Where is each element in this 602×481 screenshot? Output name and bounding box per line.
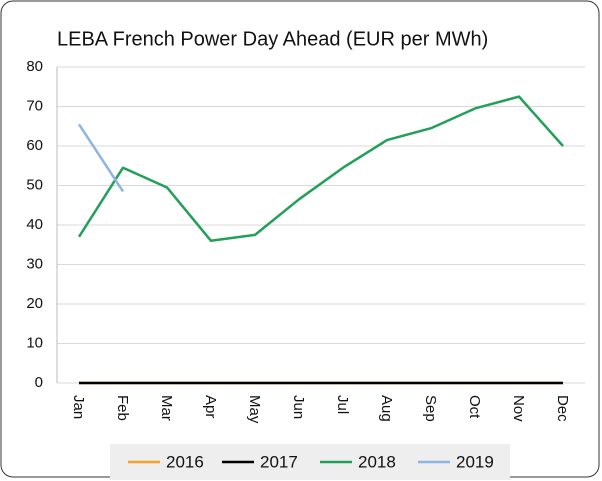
x-tick-label: Oct [466, 395, 483, 419]
x-tick-label: Jun [290, 395, 307, 419]
legend-label: 2016 [166, 452, 204, 471]
x-tick-label: Apr [202, 395, 219, 418]
y-tick-label: 50 [26, 176, 43, 193]
x-tick-label: Feb [114, 395, 131, 421]
y-tick-label: 0 [35, 374, 43, 391]
x-tick-label: May [246, 395, 263, 424]
y-tick-label: 20 [26, 295, 43, 312]
x-tick-label: Sep [422, 395, 439, 422]
series-line [77, 95, 564, 243]
y-tick-label: 40 [26, 216, 43, 233]
x-tick-label: Jan [70, 395, 87, 419]
chart-title: LEBA French Power Day Ahead (EUR per MWh… [57, 28, 488, 50]
y-tick-label: 80 [26, 58, 43, 75]
y-tick-label: 60 [26, 137, 43, 154]
x-tick-label: Jul [334, 395, 351, 414]
x-tick-label: Dec [554, 395, 571, 422]
legend-label: 2018 [358, 452, 396, 471]
series-line [77, 123, 125, 193]
y-tick-label: 70 [26, 97, 43, 114]
x-tick-label: Mar [158, 395, 175, 421]
y-tick-label: 10 [26, 334, 43, 351]
x-tick-label: Aug [378, 395, 395, 422]
x-tick-label: Nov [510, 395, 527, 422]
y-tick-label: 30 [26, 255, 43, 272]
legend-label: 2017 [260, 452, 298, 471]
legend-label: 2019 [456, 452, 494, 471]
